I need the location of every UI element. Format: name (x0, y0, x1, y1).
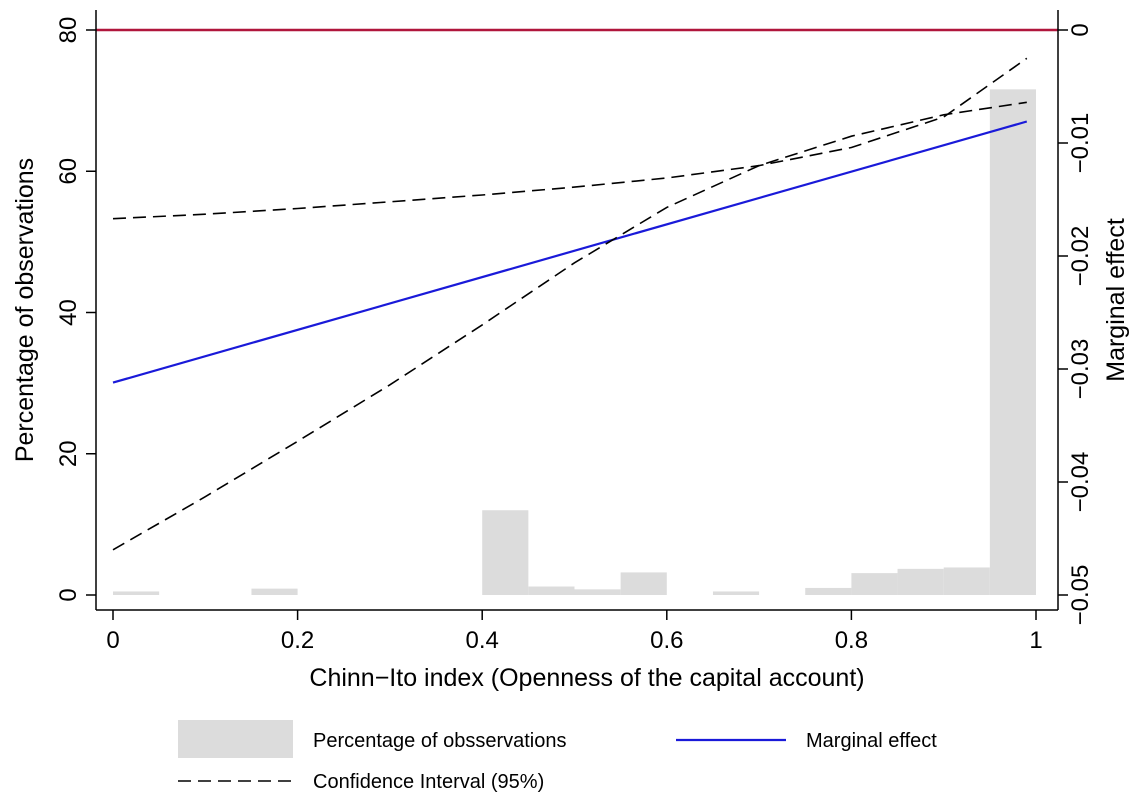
y-axis-left-title: Percentage of observations (11, 158, 39, 462)
histogram-bar (712, 591, 760, 595)
y-tick-label: 80 (55, 17, 82, 44)
y-tick-label: 60 (55, 158, 82, 185)
histogram-bar (574, 589, 621, 595)
legend-histogram-swatch (178, 720, 293, 758)
histogram-bar (482, 510, 529, 595)
x-tick-label: 0.4 (466, 627, 499, 654)
legend-confidence-interval-label: Confidence Interval (95%) (313, 771, 544, 793)
y-tick-label: 20 (55, 440, 82, 467)
ci-upper-line (112, 57, 1028, 220)
histogram-bar (528, 586, 575, 595)
legend: Percentage of obsservations Marginal eff… (178, 720, 937, 793)
y2-tick-label: −0.03 (1067, 339, 1094, 400)
histogram-bar (251, 588, 298, 595)
marginal-effect-line (112, 120, 1028, 384)
x-tick-label: 0.6 (650, 627, 683, 654)
y-tick-label: 40 (55, 299, 82, 326)
y2-tick-label: −0.05 (1067, 565, 1094, 626)
y2-tick-label: 0 (1067, 23, 1094, 36)
histogram-bar (943, 567, 990, 595)
histogram-bar (620, 572, 667, 595)
tick-marks (86, 29, 1068, 620)
y2-tick-label: −0.04 (1067, 452, 1094, 513)
y-axis-right-title: Marginal effect (1102, 218, 1130, 382)
y2-tick-label: −0.01 (1067, 113, 1094, 174)
plot-lines (96, 28, 1058, 551)
ci-lower-line (112, 101, 1027, 551)
x-tick-label: 1 (1029, 627, 1042, 654)
histogram-bar (897, 568, 944, 595)
x-tick-label: 0 (106, 627, 119, 654)
x-axis-title: Chinn−Ito index (Openness of the capital… (309, 664, 864, 692)
legend-marginal-effect-label: Marginal effect (806, 730, 937, 752)
histogram-bar (989, 89, 1036, 595)
x-tick-label: 0.2 (281, 627, 314, 654)
x-tick-label: 0.8 (835, 627, 868, 654)
axes (95, 10, 1059, 611)
histogram-bar (851, 573, 898, 595)
y2-tick-label: −0.02 (1067, 226, 1094, 287)
legend-histogram-label: Percentage of obsservations (313, 730, 567, 752)
histogram-bars (113, 89, 1036, 595)
histogram-bar (113, 591, 160, 595)
y-tick-label: 0 (55, 588, 82, 601)
histogram-bar (805, 587, 852, 595)
